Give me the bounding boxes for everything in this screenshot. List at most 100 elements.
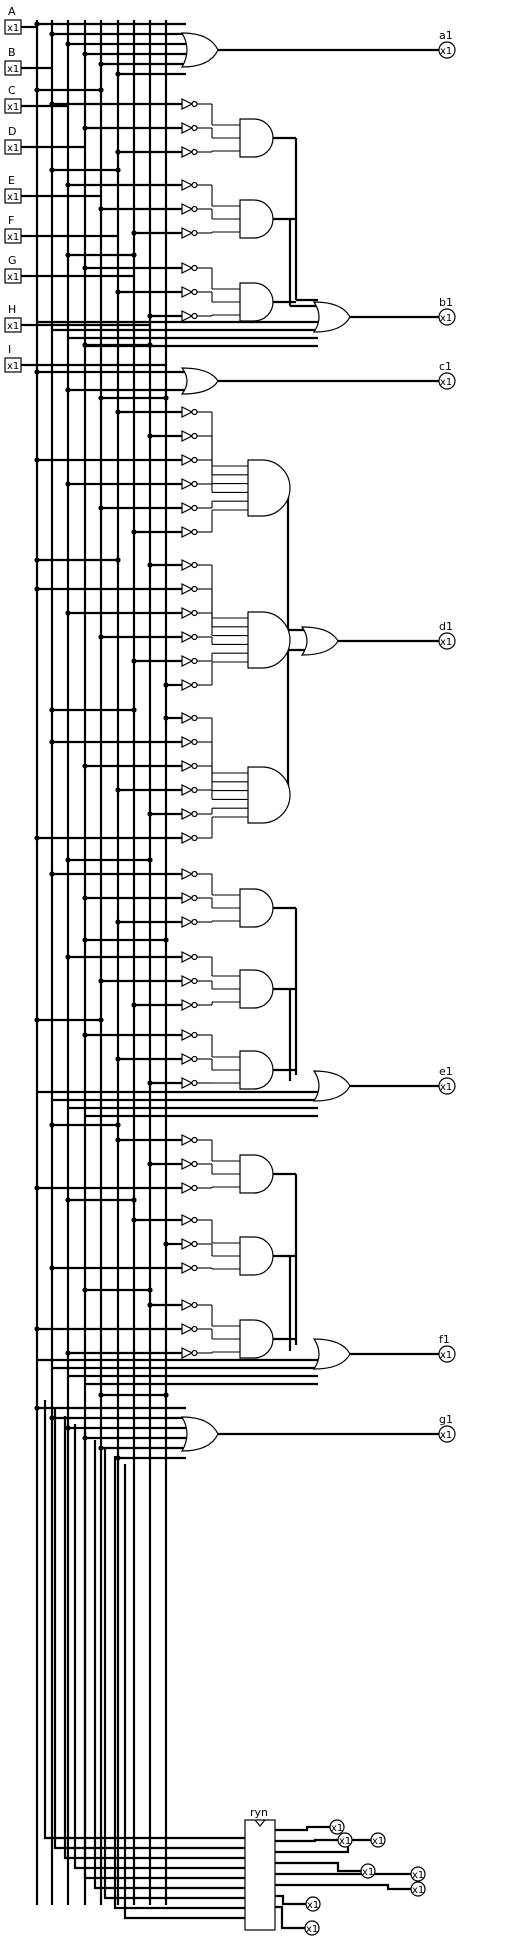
or-gate[interactable] (300, 626, 339, 656)
not-gate[interactable] (181, 975, 194, 987)
not-gate[interactable] (181, 1299, 194, 1311)
and-gate[interactable] (247, 611, 291, 669)
input-pin-a[interactable] (4, 19, 22, 35)
not-gate[interactable] (181, 430, 194, 442)
not-gate[interactable] (181, 736, 194, 748)
not-gate[interactable] (181, 1077, 194, 1089)
not-gate[interactable] (181, 122, 194, 134)
or-gate[interactable] (312, 1338, 351, 1370)
junction-dot (98, 87, 104, 93)
not-gate[interactable] (181, 1182, 194, 1194)
not-gate[interactable] (181, 286, 194, 298)
output-pin-a1[interactable] (438, 41, 456, 59)
and-gate[interactable] (239, 969, 274, 1009)
not-gate[interactable] (181, 478, 194, 490)
not-gate[interactable] (181, 583, 194, 595)
not-gate[interactable] (181, 526, 194, 538)
junction-dot (147, 857, 153, 863)
junction-dot (49, 707, 55, 713)
not-gate[interactable] (181, 1214, 194, 1226)
input-pin-h[interactable] (4, 317, 22, 333)
bottom-output-pin[interactable] (337, 1832, 353, 1848)
bottom-output-pin[interactable] (410, 1881, 426, 1897)
not-gate[interactable] (181, 310, 194, 322)
and-gate[interactable] (239, 1050, 274, 1090)
not-gate[interactable] (181, 406, 194, 418)
input-pin-d[interactable] (4, 139, 22, 155)
bottom-output-pin[interactable] (410, 1866, 426, 1882)
bottom-output-pin[interactable] (329, 1819, 345, 1835)
and-gate[interactable] (239, 1236, 274, 1276)
not-gate[interactable] (181, 146, 194, 158)
output-pin-f1[interactable] (438, 1345, 456, 1363)
not-gate[interactable] (181, 916, 194, 928)
and-gate[interactable] (239, 199, 274, 239)
and-gate[interactable] (239, 888, 274, 928)
not-gate[interactable] (181, 832, 194, 844)
and-gate[interactable] (247, 459, 291, 517)
and-gate[interactable] (239, 1154, 274, 1194)
not-gate[interactable] (181, 1323, 194, 1335)
or-gate[interactable] (180, 32, 219, 68)
output-pin-e1[interactable] (438, 1077, 456, 1095)
not-gate[interactable] (181, 179, 194, 191)
and-gate[interactable] (239, 282, 274, 322)
bottom-output-pin[interactable] (305, 1896, 321, 1912)
junction-dot (115, 1122, 121, 1128)
bottom-output-pin[interactable] (360, 1863, 376, 1879)
junction-dot (147, 433, 153, 439)
not-gate[interactable] (181, 868, 194, 880)
not-gate[interactable] (181, 655, 194, 667)
input-pin-text: x1 (7, 23, 19, 34)
output-pin-d1[interactable] (438, 632, 456, 650)
input-pin-f[interactable] (4, 228, 22, 244)
not-gate[interactable] (181, 760, 194, 772)
not-gate[interactable] (181, 808, 194, 820)
not-gate[interactable] (181, 454, 194, 466)
not-gate[interactable] (181, 1158, 194, 1170)
not-gate[interactable] (181, 631, 194, 643)
ryn-box[interactable] (244, 1819, 276, 1931)
and-gate[interactable] (239, 118, 274, 158)
not-gate[interactable] (181, 951, 194, 963)
and-gate[interactable] (247, 766, 291, 824)
not-gate[interactable] (181, 712, 194, 724)
not-gate[interactable] (181, 262, 194, 274)
not-gate[interactable] (181, 1134, 194, 1146)
bottom-output-pin[interactable] (370, 1832, 386, 1848)
and-gate[interactable] (239, 1319, 274, 1359)
not-gate[interactable] (181, 502, 194, 514)
input-pin-text: x1 (7, 361, 19, 372)
or-gate[interactable] (312, 301, 351, 333)
or-gate[interactable] (312, 1070, 351, 1102)
or-gate[interactable] (180, 367, 219, 395)
junction-dot (115, 167, 121, 173)
output-pin-b1[interactable] (438, 308, 456, 326)
input-pin-i[interactable] (4, 357, 22, 373)
or-gate[interactable] (180, 1416, 219, 1452)
junction-dot (147, 1080, 153, 1086)
not-gate[interactable] (181, 1347, 194, 1359)
input-pin-e[interactable] (4, 188, 22, 204)
not-gate[interactable] (181, 1053, 194, 1065)
not-gate[interactable] (181, 1029, 194, 1041)
not-gate[interactable] (181, 607, 194, 619)
not-gate[interactable] (181, 784, 194, 796)
not-gate[interactable] (181, 679, 194, 691)
not-gate[interactable] (181, 1238, 194, 1250)
not-gate[interactable] (181, 559, 194, 571)
output-pin-g1[interactable] (438, 1425, 456, 1443)
input-pin-g[interactable] (4, 268, 22, 284)
input-label-i: I (8, 343, 11, 356)
not-gate[interactable] (181, 227, 194, 239)
not-gate[interactable] (181, 999, 194, 1011)
not-gate[interactable] (181, 203, 194, 215)
output-pin-text: x1 (440, 1082, 452, 1093)
bottom-output-pin[interactable] (304, 1920, 320, 1936)
input-pin-b[interactable] (4, 60, 22, 76)
not-gate[interactable] (181, 1262, 194, 1274)
output-pin-c1[interactable] (438, 372, 456, 390)
not-gate[interactable] (181, 892, 194, 904)
not-gate[interactable] (181, 98, 194, 110)
input-pin-c[interactable] (4, 98, 22, 114)
